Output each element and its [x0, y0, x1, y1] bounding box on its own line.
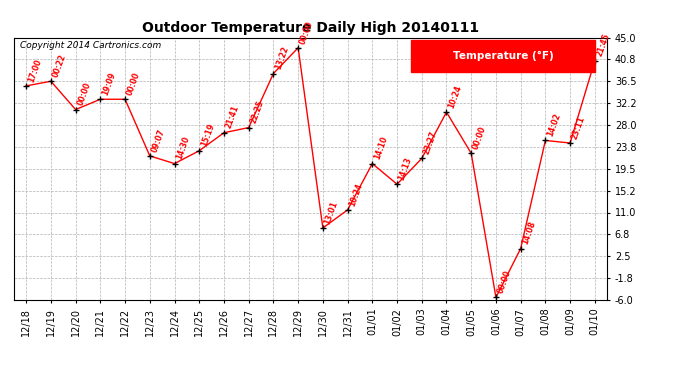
Text: 13:22: 13:22 [273, 45, 290, 71]
Text: 14:02: 14:02 [545, 112, 562, 138]
Text: 21:45: 21:45 [595, 33, 611, 58]
Text: 00:00: 00:00 [76, 81, 92, 107]
Text: 14:13: 14:13 [397, 156, 414, 182]
Text: 21:41: 21:41 [224, 104, 241, 130]
Text: 22:25: 22:25 [248, 99, 266, 125]
Text: 14:30: 14:30 [175, 135, 191, 161]
FancyBboxPatch shape [411, 40, 595, 72]
Text: 00:00: 00:00 [298, 20, 315, 45]
Text: 10:24: 10:24 [446, 84, 463, 110]
Text: 09:07: 09:07 [150, 128, 166, 153]
Text: Temperature (°F): Temperature (°F) [453, 51, 554, 61]
Text: 00:00: 00:00 [471, 125, 488, 151]
Text: 19:09: 19:09 [100, 71, 117, 97]
Text: 23:27: 23:27 [422, 130, 439, 156]
Text: 14:10: 14:10 [373, 135, 389, 161]
Text: 14:08: 14:08 [521, 220, 538, 246]
Text: 00:22: 00:22 [51, 53, 68, 79]
Text: 15:19: 15:19 [199, 123, 216, 148]
Text: 13:01: 13:01 [323, 200, 339, 225]
Text: 10:24: 10:24 [348, 182, 364, 207]
Text: 17:00: 17:00 [26, 57, 43, 83]
Text: 00:00: 00:00 [496, 269, 513, 295]
Text: 23:11: 23:11 [570, 115, 586, 141]
Text: 00:00: 00:00 [125, 71, 141, 97]
Text: Copyright 2014 Cartronics.com: Copyright 2014 Cartronics.com [20, 42, 161, 51]
Title: Outdoor Temperature Daily High 20140111: Outdoor Temperature Daily High 20140111 [142, 21, 479, 35]
